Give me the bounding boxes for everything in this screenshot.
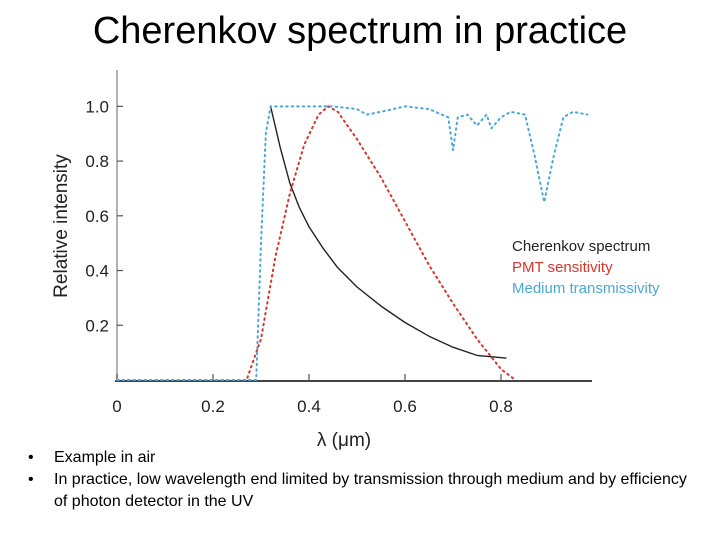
y-tick-label: 0.6 bbox=[85, 207, 109, 226]
y-tick-label: 0.4 bbox=[85, 262, 109, 281]
legend: Cherenkov spectrum PMT sensitivity Mediu… bbox=[512, 236, 660, 299]
legend-item-pmt: PMT sensitivity bbox=[512, 259, 613, 276]
medium-transmissivity-line bbox=[116, 105, 589, 381]
x-tick-label: 0.6 bbox=[393, 397, 417, 416]
bullet-list: • Example in air • In practice, low wavele… bbox=[28, 447, 698, 513]
bullet-text: In practice, low wavelength end limited … bbox=[54, 471, 687, 510]
x-axis-label: λ (μm) bbox=[317, 430, 371, 451]
y-ticks: 0.2 0.4 0.6 0.8 1.0 bbox=[85, 97, 123, 335]
x-tick-label: 0.2 bbox=[201, 397, 225, 416]
bullet-text: Example in air bbox=[54, 449, 156, 466]
x-ticks: 0 0.2 0.4 0.6 0.8 bbox=[112, 374, 513, 416]
cherenkov-spectrum-line bbox=[269, 105, 507, 359]
legend-item-cherenkov: Cherenkov spectrum bbox=[512, 238, 651, 255]
y-tick-label: 0.2 bbox=[85, 316, 109, 335]
x-tick-label: 0.4 bbox=[297, 397, 321, 416]
legend-item-medium: Medium transmissivity bbox=[512, 280, 660, 297]
bullet-item: • In practice, low wavelength end limited… bbox=[28, 471, 687, 510]
y-axis-label: Relative intensity bbox=[51, 154, 72, 298]
y-tick-label: 1.0 bbox=[85, 97, 109, 116]
series-layer bbox=[116, 105, 589, 381]
x-tick-label: 0.8 bbox=[489, 397, 513, 416]
x-tick-label: 0 bbox=[112, 397, 121, 416]
y-tick-label: 0.8 bbox=[85, 152, 109, 171]
slide-title: Cherenkov spectrum in practice bbox=[92, 10, 628, 52]
pmt-sensitivity-line bbox=[116, 105, 517, 381]
bullet-item: • Example in air bbox=[28, 449, 156, 466]
